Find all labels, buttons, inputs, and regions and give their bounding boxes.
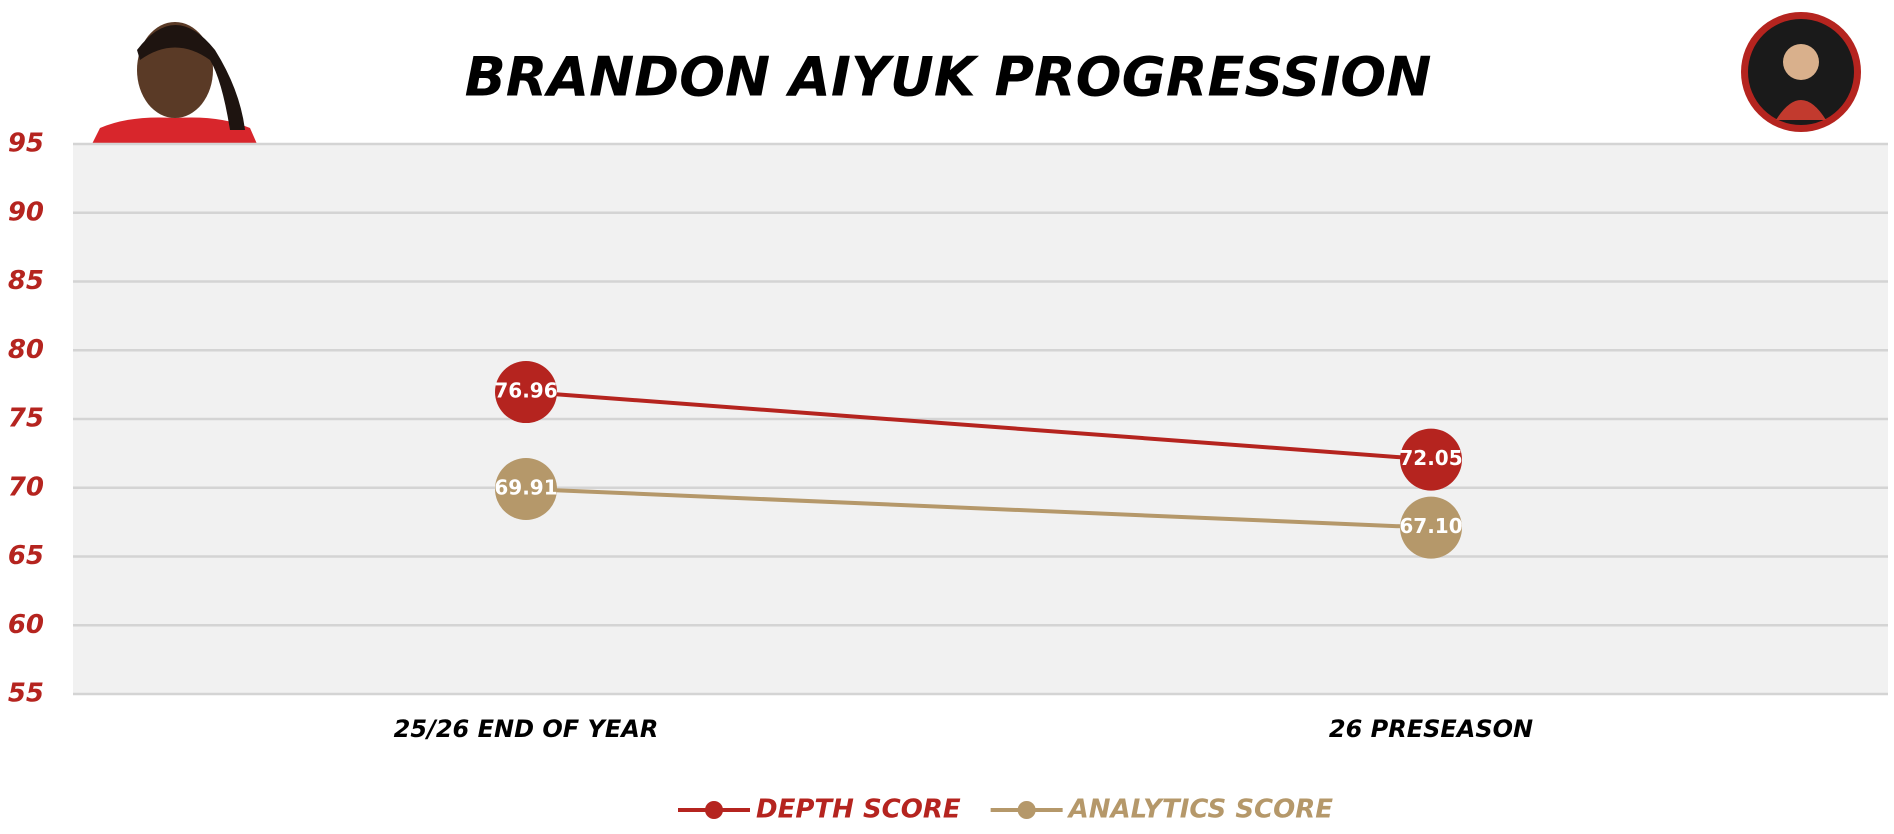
legend-label: DEPTH SCORE (756, 795, 961, 825)
y-tick-label: 70 (8, 472, 44, 502)
value-label: 67.10 (1399, 514, 1462, 538)
point (495, 457, 557, 520)
series-line (525, 486, 1432, 530)
team-logo (1741, 12, 1861, 132)
point (1400, 428, 1462, 491)
y-tick-label: 75 (8, 404, 44, 434)
y-tick-label: 80 (8, 335, 44, 365)
y-tick-label: 55 (8, 679, 44, 709)
series-line (525, 390, 1432, 462)
y-tick-label: 95 (8, 129, 44, 159)
legend-marker (705, 801, 723, 819)
y-tick-label: 65 (8, 541, 44, 571)
player-photo (92, 10, 257, 144)
value-label: 72.05 (1399, 446, 1462, 470)
x-tick-label: 25/26 END OF YEAR (394, 715, 659, 743)
chart-title: BRANDON AIYUK PROGRESSION (465, 46, 1432, 109)
value-label: 76.96 (494, 379, 557, 403)
legend-label: ANALYTICS SCORE (1067, 795, 1334, 825)
y-tick-label: 90 (8, 197, 44, 227)
value-label: 69.91 (494, 475, 557, 499)
legend-marker (1017, 801, 1036, 819)
y-tick-label: 85 (8, 266, 44, 296)
point (1400, 496, 1462, 559)
point (495, 361, 557, 424)
y-tick-label: 60 (8, 610, 44, 640)
x-tick-label: 26 PRESEASON (1329, 715, 1533, 743)
